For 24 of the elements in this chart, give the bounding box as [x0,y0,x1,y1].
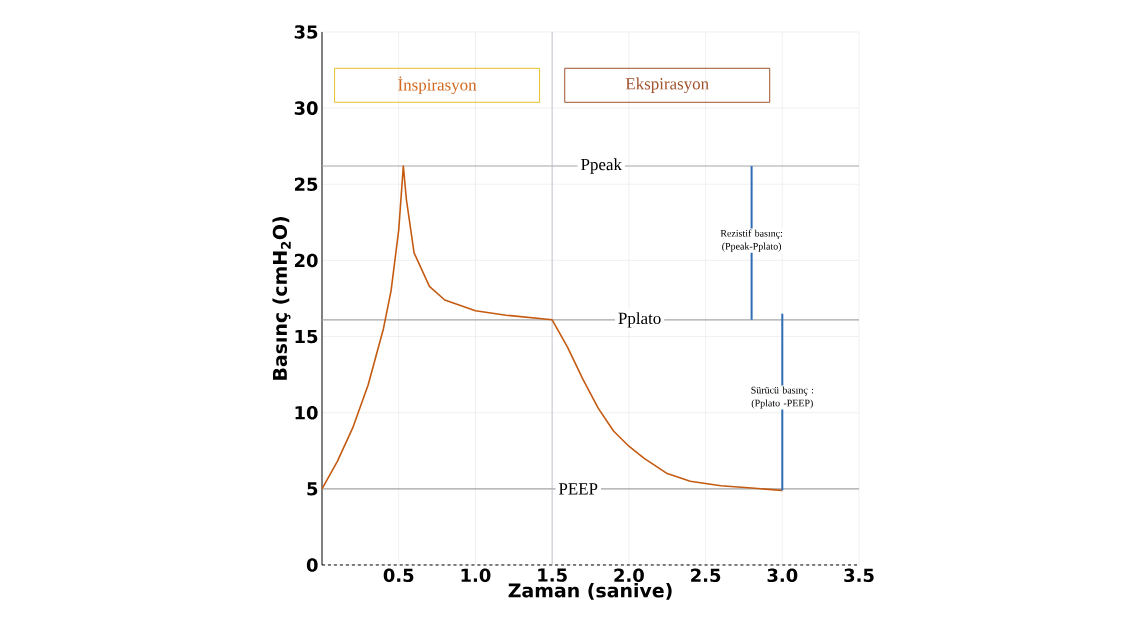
y-tick-label: 0 [306,558,318,572]
annotation: Ekspirasyon [625,77,709,93]
x-tick-label: 0.5 [383,568,414,583]
y-tick-label: 15 [295,329,318,344]
y-tick-label: 20 [294,253,318,268]
x-tick-label: 2.5 [691,568,721,583]
ref-line-label: Ppeak [581,158,622,174]
ref-line-label: Pplato [618,312,661,328]
x-tick-label: 3.5 [844,568,874,583]
y-tick-label: 30 [294,101,318,115]
annotation: Sürücü basınç : (Pplato -PEEP) [751,386,814,409]
x-tick-label: 1.5 [538,568,567,582]
x-tick-label: 3.0 [767,568,798,583]
ref-line-label: PEEP [558,483,598,495]
y-tick-label: 10 [295,405,318,420]
x-tick-label: 1.0 [461,568,491,583]
y-tick-label: 5 [307,482,318,496]
y-axis-title: Basınç (cmH$_{2}$O) [272,217,291,380]
x-tick-label: 2.0 [614,568,644,583]
y-tick-label: 25 [294,177,318,192]
annotation: İnspirasyon [398,76,477,95]
annotation: Rezistif basınç: (Ppeak-Pplato) [720,229,783,252]
y-tick-label: 35 [294,25,318,39]
x-axis-title: Zaman (sanive) [508,582,672,600]
